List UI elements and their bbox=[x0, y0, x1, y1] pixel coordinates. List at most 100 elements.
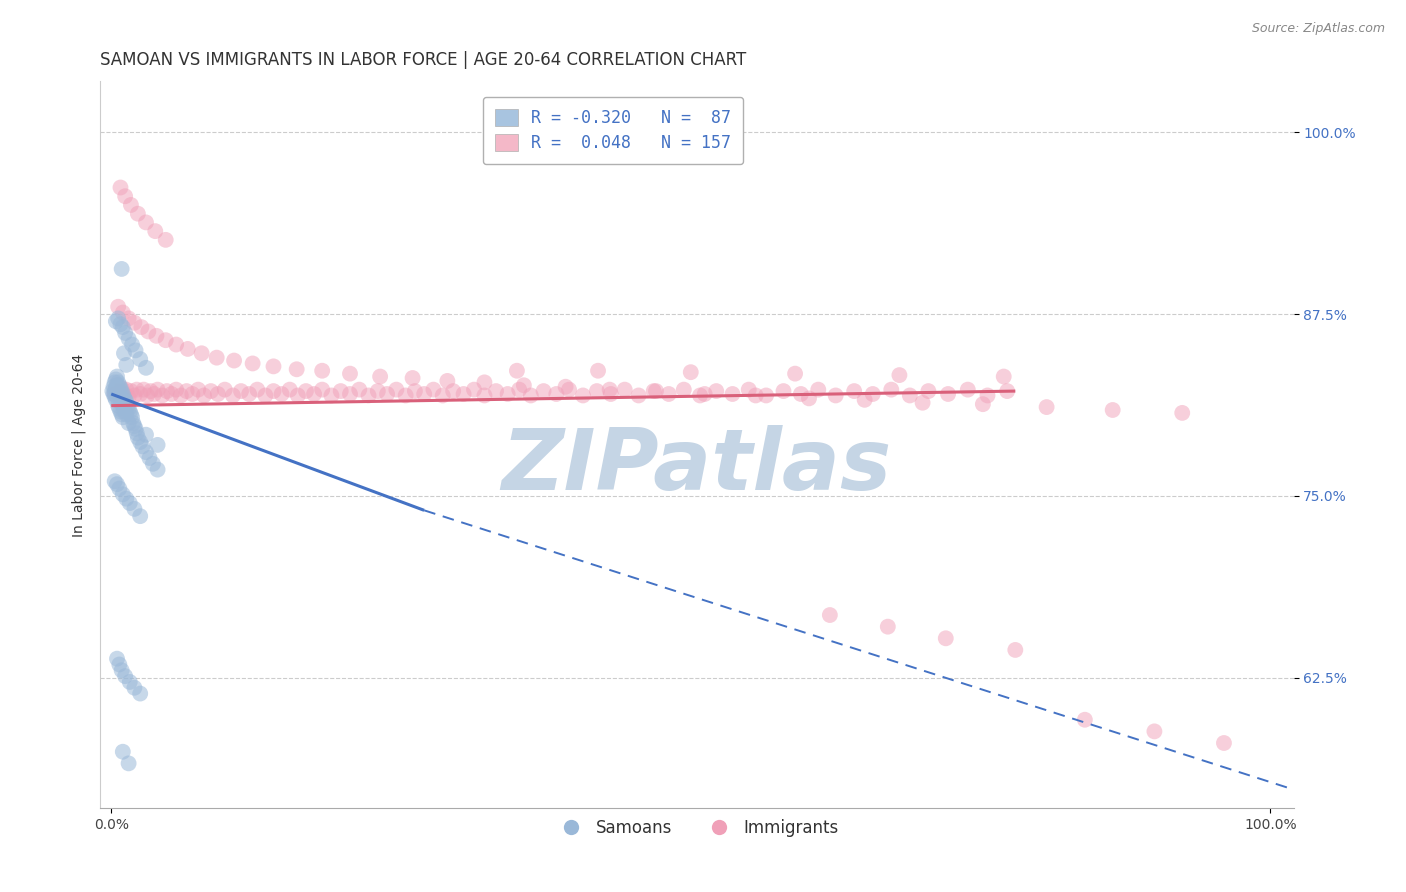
Point bbox=[976, 388, 998, 402]
Point bbox=[114, 326, 136, 340]
Point bbox=[104, 387, 127, 401]
Point bbox=[645, 384, 668, 398]
Point bbox=[110, 180, 132, 194]
Point bbox=[254, 388, 277, 402]
Point bbox=[302, 387, 325, 401]
Point bbox=[385, 383, 408, 397]
Point bbox=[824, 388, 846, 402]
Point bbox=[311, 364, 333, 378]
Point bbox=[127, 431, 149, 445]
Point bbox=[496, 387, 519, 401]
Point bbox=[520, 388, 543, 402]
Point bbox=[329, 384, 352, 398]
Point bbox=[744, 388, 766, 402]
Point bbox=[485, 384, 508, 398]
Point bbox=[117, 311, 139, 326]
Point bbox=[404, 384, 426, 398]
Point bbox=[104, 381, 127, 395]
Point bbox=[111, 745, 134, 759]
Point bbox=[105, 390, 128, 404]
Point bbox=[453, 387, 475, 401]
Point bbox=[103, 387, 125, 401]
Point bbox=[755, 388, 778, 402]
Point bbox=[103, 380, 125, 394]
Point bbox=[643, 384, 665, 398]
Point bbox=[108, 657, 131, 672]
Point bbox=[436, 374, 458, 388]
Point bbox=[135, 215, 157, 229]
Point bbox=[108, 390, 131, 404]
Point bbox=[263, 359, 285, 374]
Point bbox=[993, 369, 1015, 384]
Text: SAMOAN VS IMMIGRANTS IN LABOR FORCE | AGE 20-64 CORRELATION CHART: SAMOAN VS IMMIGRANTS IN LABOR FORCE | AG… bbox=[100, 51, 745, 69]
Point bbox=[572, 388, 595, 402]
Point bbox=[508, 383, 530, 397]
Point bbox=[1171, 406, 1194, 420]
Point bbox=[155, 233, 177, 247]
Point bbox=[205, 351, 228, 365]
Point bbox=[679, 365, 702, 379]
Point bbox=[112, 387, 135, 401]
Point bbox=[112, 401, 135, 416]
Point bbox=[911, 395, 934, 409]
Point bbox=[129, 435, 152, 450]
Point bbox=[395, 388, 418, 402]
Point bbox=[129, 509, 152, 524]
Point bbox=[120, 198, 142, 212]
Point bbox=[463, 383, 485, 397]
Point bbox=[120, 408, 142, 422]
Point bbox=[287, 388, 309, 402]
Point bbox=[101, 384, 124, 398]
Point bbox=[125, 426, 148, 441]
Point bbox=[104, 372, 127, 386]
Point bbox=[1143, 724, 1166, 739]
Point bbox=[401, 371, 423, 385]
Point bbox=[114, 669, 136, 683]
Point bbox=[146, 438, 169, 452]
Point bbox=[1004, 643, 1026, 657]
Point bbox=[107, 399, 129, 413]
Point bbox=[156, 384, 179, 398]
Point bbox=[122, 416, 145, 430]
Point bbox=[295, 384, 318, 398]
Point bbox=[339, 367, 361, 381]
Point bbox=[104, 475, 127, 489]
Point bbox=[139, 384, 162, 398]
Point bbox=[853, 392, 876, 407]
Point bbox=[627, 388, 650, 402]
Point bbox=[115, 408, 138, 422]
Point bbox=[586, 384, 609, 398]
Point bbox=[207, 387, 229, 401]
Point bbox=[104, 384, 127, 398]
Text: Source: ZipAtlas.com: Source: ZipAtlas.com bbox=[1251, 22, 1385, 36]
Point bbox=[115, 491, 138, 506]
Point bbox=[586, 364, 609, 378]
Point bbox=[193, 388, 215, 402]
Point bbox=[278, 383, 301, 397]
Point bbox=[558, 383, 581, 397]
Point bbox=[138, 450, 160, 465]
Point bbox=[413, 387, 436, 401]
Point bbox=[107, 300, 129, 314]
Point bbox=[105, 477, 128, 491]
Point bbox=[117, 390, 139, 404]
Point bbox=[349, 383, 371, 397]
Point bbox=[111, 487, 134, 501]
Point bbox=[818, 608, 841, 623]
Point bbox=[214, 383, 236, 397]
Point bbox=[111, 663, 134, 677]
Point bbox=[118, 674, 141, 689]
Point bbox=[124, 501, 146, 516]
Point bbox=[124, 343, 146, 358]
Point bbox=[107, 376, 129, 390]
Point bbox=[131, 320, 153, 334]
Point bbox=[111, 408, 134, 422]
Point bbox=[554, 380, 576, 394]
Point bbox=[889, 368, 911, 383]
Point bbox=[242, 356, 264, 370]
Point bbox=[599, 387, 621, 401]
Point bbox=[222, 388, 245, 402]
Point bbox=[513, 378, 536, 392]
Point bbox=[339, 387, 361, 401]
Point bbox=[704, 384, 727, 398]
